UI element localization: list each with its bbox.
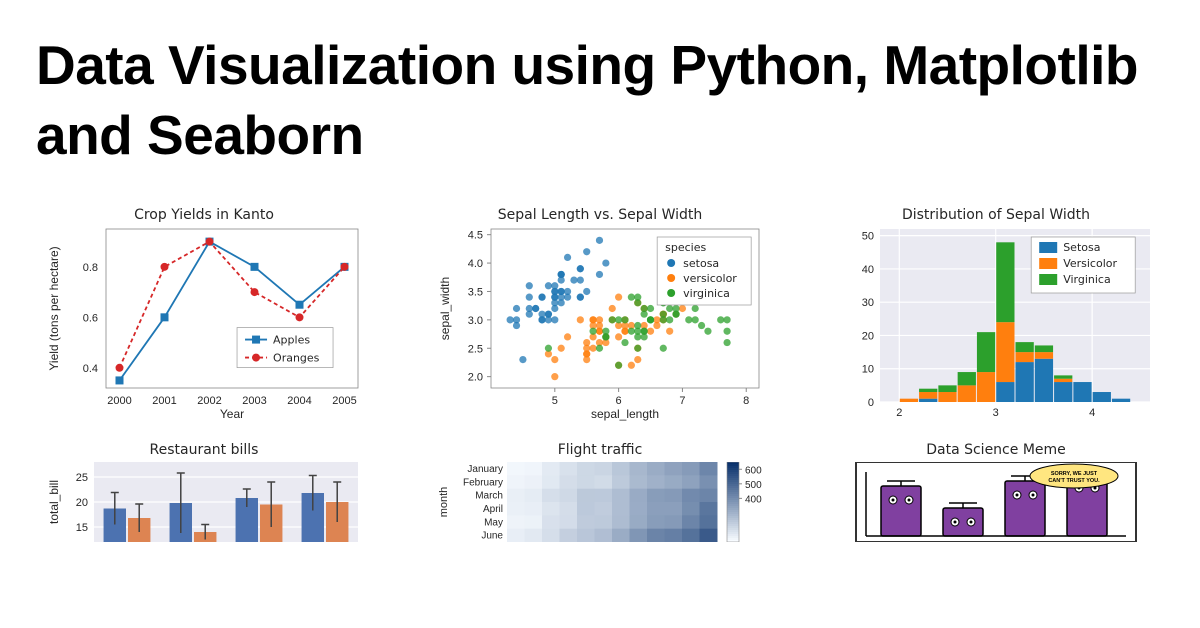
panel-sepal-scatter: Sepal Length vs. Sepal Width 5 6 7 8 2.0 2.5 3… bbox=[432, 207, 768, 422]
panel-flight: Flight traffic January February March April… bbox=[432, 442, 768, 542]
panel-sepal-hist: Distribution of Sepal Width 0 10 20 30 40 50 2… bbox=[828, 207, 1164, 422]
panel-restaurant: Restaurant bills 15 20 25 total_bill bbox=[36, 442, 372, 542]
svg-text:Virginica: Virginica bbox=[1063, 273, 1111, 286]
chart2-title: Sepal Length vs. Sepal Width bbox=[432, 207, 768, 223]
svg-text:25: 25 bbox=[76, 472, 88, 484]
svg-text:February: February bbox=[463, 477, 503, 488]
svg-text:0.4: 0.4 bbox=[83, 363, 98, 375]
svg-text:2000: 2000 bbox=[107, 395, 131, 407]
svg-text:50: 50 bbox=[862, 230, 874, 242]
svg-text:March: March bbox=[475, 490, 503, 501]
chart1-svg: 2000 2001 2002 2003 2004 2005 0.4 0.6 0.8 Year Yie… bbox=[44, 227, 364, 422]
svg-text:2002: 2002 bbox=[197, 395, 221, 407]
chart3-title: Distribution of Sepal Width bbox=[828, 207, 1164, 223]
svg-text:8: 8 bbox=[743, 395, 749, 407]
chart1-title: Crop Yields in Kanto bbox=[36, 207, 372, 223]
page-title: Data Visualization using Python, Matplot… bbox=[36, 30, 1164, 171]
svg-text:January: January bbox=[467, 464, 503, 475]
svg-text:4.5: 4.5 bbox=[468, 229, 483, 241]
svg-text:2004: 2004 bbox=[287, 395, 311, 407]
svg-text:Versicolor: Versicolor bbox=[1063, 257, 1117, 270]
svg-text:sepal_length: sepal_length bbox=[591, 407, 659, 421]
panel-meme: Data Science Meme SORRY, WE JUSTCAN'T TR… bbox=[828, 442, 1164, 542]
svg-text:400: 400 bbox=[745, 494, 762, 505]
svg-text:total_bill: total_bill bbox=[47, 480, 61, 524]
svg-text:Setosa: Setosa bbox=[1063, 241, 1100, 254]
svg-text:3.0: 3.0 bbox=[468, 315, 483, 327]
svg-text:month: month bbox=[438, 486, 450, 517]
svg-text:versicolor: versicolor bbox=[683, 272, 737, 285]
svg-text:4: 4 bbox=[1089, 407, 1095, 419]
svg-text:Yield (tons per hectare): Yield (tons per hectare) bbox=[47, 246, 61, 370]
svg-text:30: 30 bbox=[862, 297, 874, 309]
panel-crop-yields: Crop Yields in Kanto 2000200120022003200… bbox=[36, 207, 372, 422]
chart3-svg: 0 10 20 30 40 50 2 3 4 Setosa Versicolor Virginica bbox=[836, 227, 1156, 422]
svg-text:7: 7 bbox=[679, 395, 685, 407]
svg-text:2003: 2003 bbox=[242, 395, 266, 407]
svg-text:600: 600 bbox=[745, 465, 762, 476]
svg-text:setosa: setosa bbox=[683, 257, 719, 270]
svg-text:CAN'T TRUST YOU.: CAN'T TRUST YOU. bbox=[1048, 478, 1100, 484]
svg-text:20: 20 bbox=[862, 330, 874, 342]
svg-text:Apples: Apples bbox=[273, 333, 310, 346]
svg-text:15: 15 bbox=[76, 522, 88, 534]
svg-text:500: 500 bbox=[745, 480, 762, 491]
svg-text:0: 0 bbox=[868, 397, 874, 409]
svg-text:May: May bbox=[484, 517, 503, 528]
svg-text:2005: 2005 bbox=[332, 395, 356, 407]
chart5-svg: January February March April May June month 400… bbox=[435, 462, 765, 542]
svg-text:40: 40 bbox=[862, 264, 874, 276]
svg-text:2001: 2001 bbox=[152, 395, 176, 407]
svg-text:June: June bbox=[481, 530, 503, 541]
svg-text:5: 5 bbox=[552, 395, 558, 407]
svg-text:2.5: 2.5 bbox=[468, 343, 483, 355]
svg-text:sepal_width: sepal_width bbox=[438, 277, 452, 340]
svg-text:4.0: 4.0 bbox=[468, 258, 483, 270]
svg-text:2: 2 bbox=[896, 407, 902, 419]
svg-text:SORRY, WE JUST: SORRY, WE JUST bbox=[1051, 471, 1098, 477]
chart6-title: Data Science Meme bbox=[828, 442, 1164, 458]
chart2-svg: 5 6 7 8 2.0 2.5 3.0 3.5 4.0 4.5 sepal_length sepal_… bbox=[435, 227, 765, 422]
chart5-title: Flight traffic bbox=[432, 442, 768, 458]
svg-text:virginica: virginica bbox=[683, 287, 730, 300]
svg-text:20: 20 bbox=[76, 497, 88, 509]
svg-text:Year: Year bbox=[220, 407, 244, 421]
svg-text:Oranges: Oranges bbox=[273, 351, 320, 364]
svg-text:April: April bbox=[483, 504, 503, 515]
svg-text:3.5: 3.5 bbox=[468, 286, 483, 298]
chart-grid: Crop Yields in Kanto 2000200120022003200… bbox=[36, 207, 1164, 542]
svg-text:0.6: 0.6 bbox=[83, 312, 98, 324]
chart4-svg: 15 20 25 total_bill bbox=[44, 462, 364, 542]
svg-text:0.8: 0.8 bbox=[83, 262, 98, 274]
chart6-svg: SORRY, WE JUSTCAN'T TRUST YOU. bbox=[836, 462, 1156, 542]
svg-text:10: 10 bbox=[862, 364, 874, 376]
svg-text:6: 6 bbox=[616, 395, 622, 407]
svg-text:3: 3 bbox=[993, 407, 999, 419]
svg-text:species: species bbox=[665, 241, 706, 254]
svg-text:2.0: 2.0 bbox=[468, 371, 483, 383]
chart4-title: Restaurant bills bbox=[36, 442, 372, 458]
